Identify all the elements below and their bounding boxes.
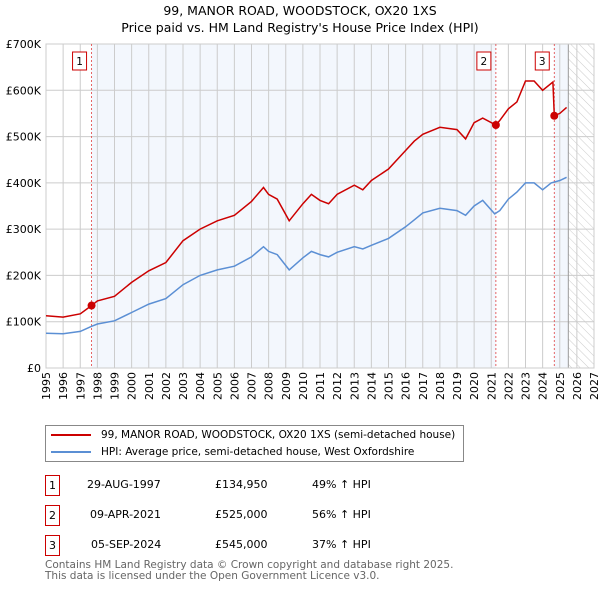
x-tick-label: 2010 (297, 372, 310, 400)
sale-hpi-change: 37% ↑ HPI (312, 538, 371, 551)
y-tick-label: £100K (6, 316, 42, 329)
sale-label-box (476, 51, 492, 71)
sale-row: 2 09-APR-2021 £525,000 56% ↑ HPI (45, 505, 465, 527)
x-tick-label: 2017 (417, 372, 430, 400)
x-tick-label: 1997 (74, 372, 87, 400)
sale-price: £545,000 (215, 538, 268, 551)
x-tick-label: 2027 (588, 372, 600, 400)
sale-date: 05-SEP-2024 (91, 538, 162, 551)
x-tick-label: 2012 (331, 372, 344, 400)
x-tick-label: 2025 (554, 372, 567, 400)
x-tick-label: 2004 (194, 372, 207, 400)
sale-date: 29-AUG-1997 (87, 478, 161, 491)
sale-marker-badge: 1 (45, 475, 60, 496)
sale-hpi-change: 49% ↑ HPI (312, 478, 371, 491)
legend-label-property: 99, MANOR ROAD, WOODSTOCK, OX20 1XS (sem… (101, 429, 456, 441)
legend-swatch-hpi (51, 451, 91, 453)
hpi-line (45, 176, 567, 335)
x-tick-label: 2000 (126, 372, 139, 400)
x-tick-label: 2002 (160, 372, 173, 400)
x-tick-label: 2021 (485, 372, 498, 400)
sale-marker-badge: 2 (45, 505, 60, 526)
sale-marker-badge: 3 (45, 535, 60, 556)
sale-label-number: 1 (76, 56, 83, 68)
sale-date: 09-APR-2021 (90, 508, 162, 521)
x-tick-label: 2019 (451, 372, 464, 400)
chart-subtitle: Price paid vs. HM Land Registry's House … (121, 20, 479, 35)
footer: Contains HM Land Registry data © Crown c… (45, 560, 453, 582)
plot-frame (45, 43, 595, 369)
y-tick-label: £200K (6, 269, 42, 282)
legend: 99, MANOR ROAD, WOODSTOCK, OX20 1XS (sem… (45, 425, 464, 462)
y-tick-label: £0 (27, 362, 41, 375)
x-tick-label: 2008 (263, 372, 276, 400)
x-tick-label: 2005 (211, 372, 224, 400)
sale-price: £525,000 (215, 508, 268, 521)
shaded-period (91, 44, 496, 368)
x-tick-label: 1996 (57, 372, 70, 400)
sale-point (491, 121, 500, 129)
x-tick-label: 2023 (520, 372, 533, 400)
sale-label-box (534, 51, 550, 71)
y-tick-label: £400K (6, 177, 42, 190)
forecast-hatch (568, 44, 594, 368)
x-tick-label: 2024 (537, 372, 550, 400)
footer-copyright: Contains HM Land Registry data © Crown c… (45, 559, 454, 571)
x-tick-label: 2003 (177, 372, 190, 400)
legend-label-hpi: HPI: Average price, semi-detached house,… (101, 446, 415, 458)
x-tick-label: 2026 (571, 372, 584, 400)
x-tick-label: 2018 (434, 372, 447, 400)
x-tick-label: 1999 (109, 372, 122, 400)
legend-swatch-property (51, 434, 91, 436)
x-tick-label: 2001 (143, 372, 156, 400)
chart-title: 99, MANOR ROAD, WOODSTOCK, OX20 1XS (163, 3, 437, 18)
y-tick-label: £700K (6, 38, 42, 51)
x-tick-label: 2013 (348, 372, 361, 400)
x-tick-label: 2009 (280, 372, 293, 400)
x-tick-label: 2006 (228, 372, 241, 400)
sale-point (550, 111, 559, 120)
price-chart: 1995 1996 1997 1998 1999 2000 2001 2002 2003 2004… (6, 38, 600, 400)
sale-label-number: 3 (539, 56, 546, 68)
footer-licence: This data is licensed under the Open Gov… (45, 570, 380, 582)
sale-label-number: 2 (481, 56, 488, 68)
sale-row: 3 05-SEP-2024 £545,000 37% ↑ HPI (45, 535, 465, 557)
sale-row: 1 29-AUG-1997 £134,950 49% ↑ HPI (45, 475, 465, 497)
x-tick-label: 1998 (91, 372, 104, 400)
sale-price: £134,950 (215, 478, 268, 491)
shaded-period (554, 44, 569, 368)
x-tick-label: 2014 (365, 372, 378, 400)
y-tick-label: £600K (6, 84, 42, 97)
x-tick-label: 2015 (383, 372, 396, 400)
y-tick-label: £500K (6, 131, 42, 144)
property-price-line (45, 80, 568, 318)
sale-label-box (72, 51, 88, 71)
x-tick-label: 2022 (502, 372, 515, 400)
x-tick-label: 2016 (400, 372, 413, 400)
sale-hpi-change: 56% ↑ HPI (312, 508, 371, 521)
y-tick-label: £300K (6, 223, 42, 236)
sale-point (87, 301, 96, 310)
x-tick-label: 2007 (246, 372, 259, 400)
x-tick-label: 1995 (40, 372, 53, 400)
x-tick-label: 2011 (314, 372, 327, 400)
x-tick-label: 2020 (468, 372, 481, 400)
